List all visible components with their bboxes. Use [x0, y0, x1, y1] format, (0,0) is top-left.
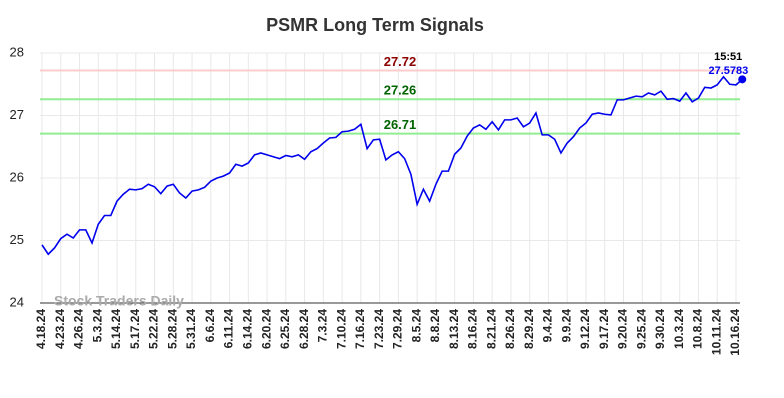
x-tick-label: 6.25.24	[278, 309, 292, 349]
signal-label: 27.72	[384, 54, 417, 69]
y-tick-label: 25	[10, 232, 24, 247]
x-tick-label: 7.29.24	[391, 309, 405, 349]
x-tick-label: 7.23.24	[372, 309, 386, 349]
x-tick-label: 10.3.24	[672, 309, 686, 349]
x-tick-label: 8.21.24	[484, 309, 498, 349]
x-tick-label: 4.26.24	[72, 309, 86, 349]
y-tick-label: 24	[10, 294, 24, 309]
x-tick-label: 6.20.24	[259, 309, 273, 349]
x-tick-label: 9.9.24	[559, 309, 573, 343]
last-point	[738, 75, 747, 84]
x-tick-label: 9.20.24	[616, 309, 630, 349]
x-tick-label: 5.28.24	[165, 309, 179, 349]
x-tick-label: 10.11.24	[709, 309, 723, 355]
signal-label: 26.71	[384, 117, 417, 132]
chart-title: PSMR Long Term Signals	[266, 15, 484, 35]
x-tick-label: 9.17.24	[597, 309, 611, 349]
x-tick-label: 5.22.24	[147, 309, 161, 349]
x-tick-label: 5.3.24	[90, 309, 104, 343]
x-tick-label: 8.8.24	[428, 309, 442, 343]
x-tick-label: 4.18.24	[34, 309, 48, 349]
x-tick-label: 8.29.24	[522, 309, 536, 349]
watermark: Stock Traders Daily	[54, 293, 184, 309]
x-tick-label: 7.3.24	[316, 309, 330, 343]
x-tick-label: 5.14.24	[109, 309, 123, 349]
y-tick-label: 28	[10, 44, 24, 59]
x-tick-label: 8.13.24	[447, 309, 461, 349]
x-tick-label: 8.16.24	[466, 309, 480, 349]
signal-label: 27.26	[384, 83, 417, 98]
y-tick-label: 27	[10, 107, 24, 122]
x-tick-label: 9.30.24	[653, 309, 667, 349]
price-line	[41, 75, 743, 256]
x-tick-label: 10.16.24	[728, 309, 742, 356]
x-tick-label: 8.5.24	[409, 309, 423, 343]
x-tick-label: 5.31.24	[184, 309, 198, 349]
x-tick-label: 6.6.24	[203, 309, 217, 343]
x-tick-label: 7.10.24	[334, 309, 348, 349]
y-tick-label: 26	[10, 169, 24, 184]
x-tick-label: 7.16.24	[353, 309, 367, 349]
x-tick-label: 10.8.24	[691, 309, 705, 349]
last-value: 27.5783	[708, 65, 748, 77]
last-time: 15:51	[714, 51, 742, 63]
x-tick-label: 9.12.24	[578, 309, 592, 349]
x-tick-label: 5.17.24	[128, 309, 142, 349]
x-tick-label: 6.28.24	[297, 309, 311, 349]
x-tick-label: 6.14.24	[240, 309, 254, 349]
x-tick-label: 8.26.24	[503, 309, 517, 349]
x-tick-label: 6.11.24	[222, 309, 236, 349]
x-tick-label: 9.25.24	[634, 309, 648, 349]
x-tick-label: 9.4.24	[541, 309, 555, 343]
x-tick-label: 4.23.24	[53, 309, 67, 349]
